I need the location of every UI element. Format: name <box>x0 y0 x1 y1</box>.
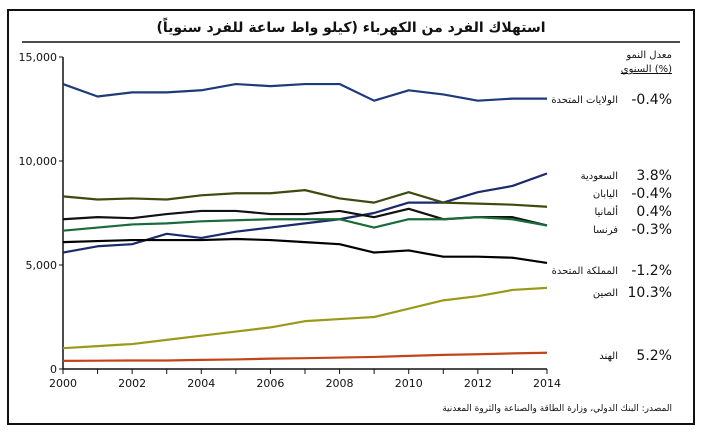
series-name-label: المملكة المتحدة <box>552 266 618 277</box>
series-name-label: ألمانيا <box>594 205 618 218</box>
x-tick-label: 2002 <box>118 377 146 390</box>
series-growth-label: 0.4% <box>636 204 672 220</box>
series-growth-label: -0.4% <box>631 186 672 202</box>
x-tick-label: 2014 <box>533 377 561 390</box>
chart-title: استهلاك الفرد من الكهرباء (كيلو واط ساعة… <box>156 17 545 36</box>
series-growth-label: -1.2% <box>631 263 672 279</box>
series-name-label: اليابان <box>593 189 618 200</box>
series-growth-label: 10.3% <box>628 285 672 301</box>
series-name-label: الولايات المتحدة <box>551 95 618 106</box>
x-tick-label: 2000 <box>49 377 77 390</box>
x-tick-label: 2012 <box>464 377 492 390</box>
y-tick-label: 10,000 <box>19 155 58 168</box>
series-line <box>62 82 547 102</box>
series-name-label: الصين <box>593 288 618 299</box>
chart-frame <box>7 9 695 425</box>
series-line <box>62 351 548 362</box>
series-growth-label: 3.8% <box>636 168 672 184</box>
y-tick-label: 5,000 <box>26 259 58 272</box>
y-tick-label: 0 <box>50 363 57 376</box>
series-name-label: فرنسا <box>593 225 618 236</box>
x-tick-label: 2008 <box>326 377 354 390</box>
x-tick-label: 2010 <box>395 377 423 390</box>
growth-header-line1: معدل النمو <box>625 50 672 61</box>
series-name-label: السعودية <box>581 171 618 182</box>
y-tick-label: 15,000 <box>19 51 58 64</box>
series-name-label: الهند <box>599 351 618 362</box>
x-tick-label: 2006 <box>256 377 284 390</box>
growth-header-line2: السنوي (%) <box>621 64 672 75</box>
series-growth-label: 5.2% <box>636 348 672 364</box>
x-tick-label: 2004 <box>187 377 215 390</box>
source-note: المصدر: البنك الدولي، وزارة الطاقة والصن… <box>442 404 672 414</box>
series-growth-label: -0.4% <box>631 92 672 108</box>
series-line <box>62 286 548 350</box>
series-growth-label: -0.3% <box>631 222 672 238</box>
